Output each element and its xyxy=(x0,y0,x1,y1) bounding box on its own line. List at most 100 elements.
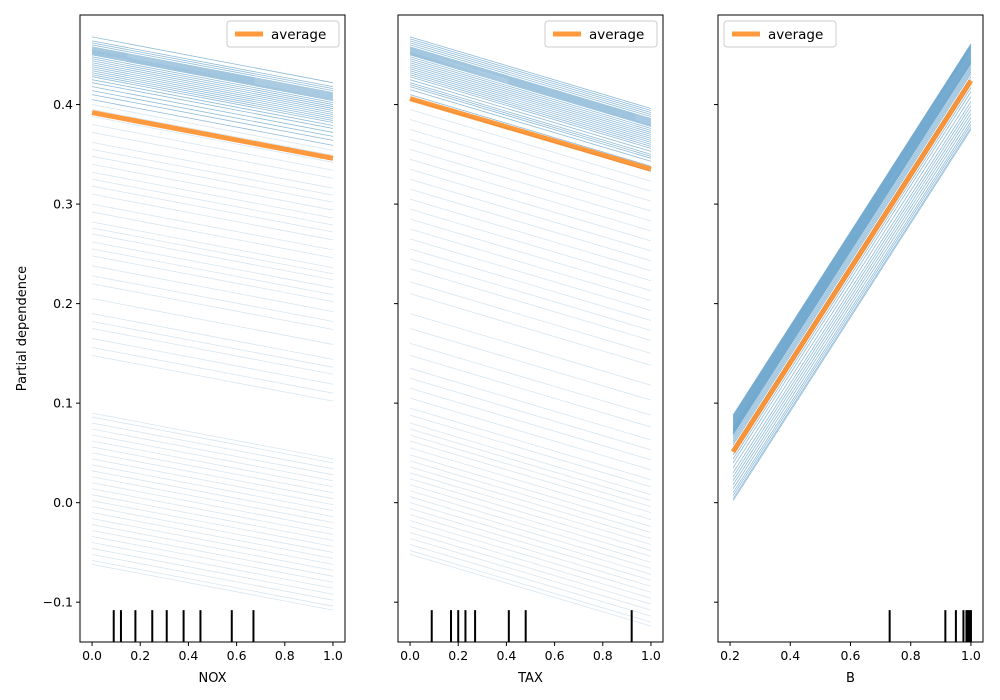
ice-line xyxy=(91,524,334,571)
average-line xyxy=(730,79,974,454)
ice-line xyxy=(732,46,972,419)
ice-line xyxy=(732,109,972,481)
legend-box xyxy=(544,20,658,48)
ice-line xyxy=(91,141,334,189)
ice-line xyxy=(409,52,652,125)
ice-line xyxy=(409,544,652,617)
ice-line xyxy=(409,414,652,488)
ice-line xyxy=(732,57,972,430)
ice-line xyxy=(409,407,652,481)
ice-line xyxy=(91,49,334,97)
ice-line xyxy=(91,116,334,163)
ice-line xyxy=(409,496,652,569)
ice-line xyxy=(91,90,334,137)
ice-line xyxy=(91,542,334,589)
x-tick-label: 0.0 xyxy=(400,648,420,663)
ice-line xyxy=(91,178,334,226)
x-tick-label: 0.8 xyxy=(593,648,613,663)
ice-line xyxy=(409,48,652,121)
y-tick-label: 0.4 xyxy=(53,97,73,112)
ice-line xyxy=(409,514,652,587)
ice-line xyxy=(91,321,334,368)
ice-line xyxy=(409,198,652,272)
ice-line xyxy=(409,74,652,147)
legend-label: average xyxy=(271,27,326,43)
ice-line xyxy=(409,44,652,117)
ice-line xyxy=(91,464,334,512)
x-tick-label: 0.4 xyxy=(496,648,516,663)
ice-line xyxy=(91,104,334,151)
ice-line xyxy=(732,56,972,429)
ice-line xyxy=(91,328,334,375)
ice-line xyxy=(409,428,652,502)
ice-line xyxy=(409,86,652,159)
ice-line xyxy=(91,185,334,233)
x-tick-label: 0.4 xyxy=(178,648,198,663)
x-tick-label: 0.6 xyxy=(841,648,861,663)
ice-line xyxy=(91,354,334,402)
ice-line xyxy=(409,466,652,539)
ice-line xyxy=(409,66,652,139)
ice-line xyxy=(91,458,334,506)
ice-line xyxy=(409,550,652,623)
ice-line xyxy=(409,554,652,627)
ice-line xyxy=(732,44,972,417)
ice-line xyxy=(732,52,972,425)
legend: average xyxy=(544,20,658,48)
ice-line xyxy=(91,68,334,115)
x-tick-label: 1.0 xyxy=(641,648,661,663)
ice-line xyxy=(409,328,652,401)
ice-line xyxy=(409,188,652,262)
ice-line xyxy=(409,79,652,152)
ice-line xyxy=(409,248,652,321)
legend: average xyxy=(723,20,837,48)
ice-line xyxy=(91,452,334,500)
ice-line xyxy=(91,76,334,123)
ice-line xyxy=(91,241,334,289)
ice-line xyxy=(409,119,652,192)
ice-line xyxy=(409,53,652,126)
ice-line xyxy=(91,82,334,129)
ice-line xyxy=(91,60,334,107)
ice-line xyxy=(409,490,652,563)
ice-line xyxy=(91,47,334,95)
ice-line xyxy=(91,559,334,607)
y-tick-label: −0.1 xyxy=(43,595,73,610)
ice-line xyxy=(732,53,972,426)
average-line xyxy=(91,110,334,161)
ice-line xyxy=(732,54,972,427)
ice-line xyxy=(91,347,334,394)
ice-line xyxy=(409,89,652,162)
legend-box xyxy=(723,20,837,48)
ice-line xyxy=(409,484,652,557)
ice-line xyxy=(732,73,972,446)
ice-line xyxy=(91,248,334,296)
ice-line xyxy=(91,338,334,385)
ice-line xyxy=(409,526,652,599)
ice-line xyxy=(409,129,652,202)
ice-line xyxy=(409,434,652,508)
ice-line xyxy=(91,86,334,133)
ice-line xyxy=(409,82,652,155)
ice-line xyxy=(91,518,334,565)
ice-line xyxy=(409,472,652,545)
ice-line xyxy=(409,158,652,232)
ice-line xyxy=(409,56,652,129)
ice-line xyxy=(91,44,334,92)
ice-line xyxy=(409,258,652,331)
ice-line xyxy=(409,377,652,451)
ice-line xyxy=(409,64,652,137)
ice-line xyxy=(732,48,972,421)
ice-line xyxy=(409,58,652,131)
ice-line xyxy=(732,60,972,433)
ice-line xyxy=(409,47,652,120)
x-tick-label: 0.2 xyxy=(130,648,150,663)
ice-line xyxy=(91,536,334,583)
ice-line xyxy=(91,221,334,269)
ice-line xyxy=(409,70,652,143)
ice-line xyxy=(732,71,972,444)
ice-line xyxy=(732,61,972,434)
ice-line xyxy=(409,62,652,135)
ice-line xyxy=(91,163,334,211)
